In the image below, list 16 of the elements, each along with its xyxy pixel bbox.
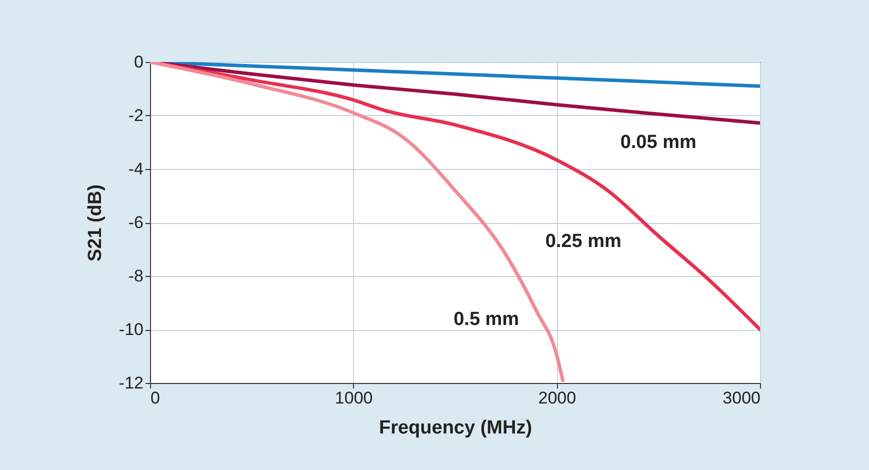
x-tick-label: 3000 xyxy=(722,388,760,408)
y-axis-title: S21 (dB) xyxy=(84,184,106,262)
series-label: 0.5 mm xyxy=(454,308,520,330)
y-tick-label: -2 xyxy=(128,106,144,125)
x-tick-label: 2000 xyxy=(538,388,576,408)
y-tick-label: -8 xyxy=(128,266,144,286)
y-tick-label: -12 xyxy=(118,374,144,392)
y-tick-label: -10 xyxy=(118,320,144,339)
y-tick-label: 0 xyxy=(134,52,144,72)
x-axis-title: Frequency (MHz) xyxy=(378,418,532,438)
series-label: 0.25 mm xyxy=(545,230,622,252)
y-tick-label: -4 xyxy=(128,160,144,178)
x-tick-label: 1000 xyxy=(334,388,373,408)
y-tick-label: -6 xyxy=(128,213,144,232)
series-label: 0.05 mm xyxy=(620,132,696,154)
x-tick-label: 0 xyxy=(150,388,160,408)
